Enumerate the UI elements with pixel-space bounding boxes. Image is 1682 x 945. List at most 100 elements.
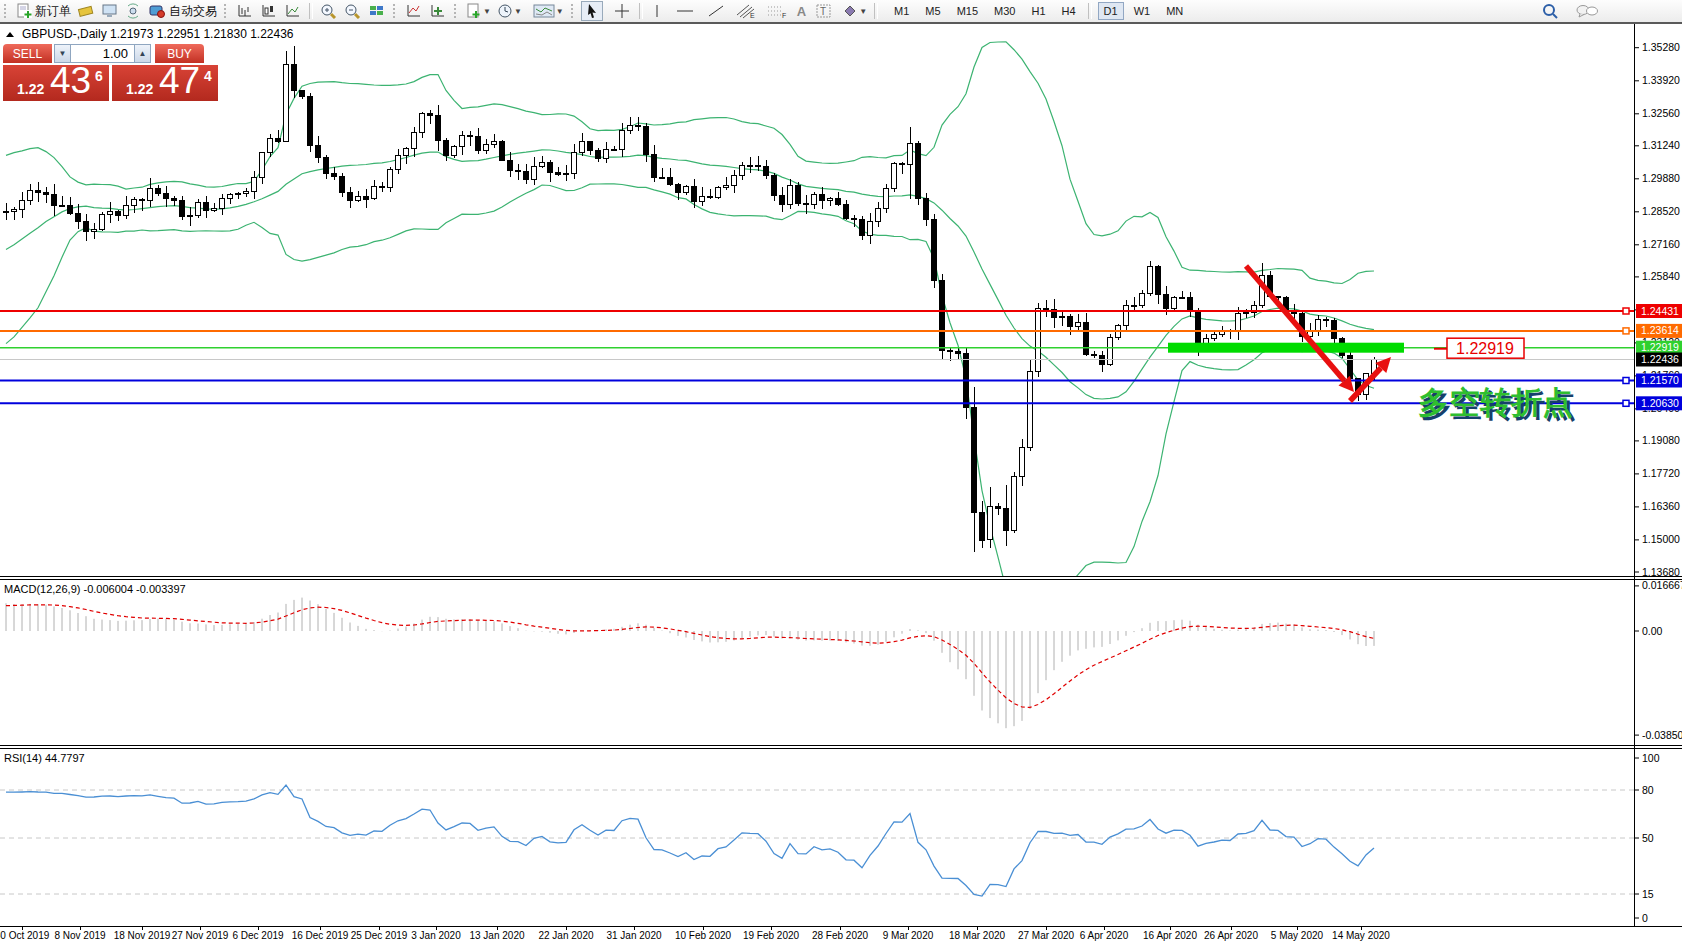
svg-text:19 Feb 2020: 19 Feb 2020 <box>743 930 800 941</box>
svg-text:27 Nov 2019: 27 Nov 2019 <box>172 930 229 941</box>
svg-text:1.23614: 1.23614 <box>1641 324 1679 336</box>
timeframe-m5[interactable]: M5 <box>919 2 946 20</box>
zoom-out-button[interactable] <box>342 2 364 20</box>
svg-text:-0.038504: -0.038504 <box>1642 729 1682 741</box>
text-label-tool-button[interactable]: T <box>813 2 835 20</box>
svg-text:25 Dec 2019: 25 Dec 2019 <box>351 930 408 941</box>
svg-text:1.35280: 1.35280 <box>1642 41 1680 53</box>
svg-text:1.15000: 1.15000 <box>1642 533 1680 545</box>
grid-tool-button[interactable]: F <box>764 2 790 20</box>
buy-price-small: 1.22 <box>126 81 153 97</box>
autotrading-icon <box>149 3 166 19</box>
tile-windows-button[interactable] <box>366 2 388 20</box>
svg-text:1.28520: 1.28520 <box>1642 205 1680 217</box>
svg-text:1.32560: 1.32560 <box>1642 107 1680 119</box>
indicator-add-icon <box>429 3 447 19</box>
timeframe-h1[interactable]: H1 <box>1025 2 1051 20</box>
buy-price-display[interactable]: 1.22 47 4 <box>112 65 218 101</box>
svg-text:16 Apr 2020: 16 Apr 2020 <box>1143 930 1197 941</box>
svg-text:26 Apr 2020: 26 Apr 2020 <box>1204 930 1258 941</box>
zoom-in-icon <box>320 3 338 19</box>
svg-text:30 Oct 2019: 30 Oct 2019 <box>0 930 50 941</box>
chart-window[interactable]: 1.352801.339201.325601.312401.298801.285… <box>0 24 1682 945</box>
trendline-tool-button[interactable] <box>704 2 728 20</box>
svg-text:18 Mar 2020: 18 Mar 2020 <box>949 930 1006 941</box>
symbol-header: GBPUSD-,Daily 1.21973 1.22951 1.21830 1.… <box>22 27 294 41</box>
new-order-icon <box>16 3 32 19</box>
crosshair-tool-button[interactable] <box>612 2 634 20</box>
svg-text:T: T <box>820 6 826 17</box>
autotrading-button[interactable]: 自动交易 <box>147 2 219 20</box>
add-object-button[interactable]: ▼ <box>464 2 493 20</box>
note-text[interactable]: 多空转折点多空转折点 <box>1418 385 1576 423</box>
hline-tool-button[interactable] <box>673 2 697 20</box>
search-button[interactable] <box>1540 2 1562 20</box>
svg-text:1.22919: 1.22919 <box>1641 341 1679 353</box>
new-order-button[interactable]: 新订单 <box>14 2 73 20</box>
template-icon <box>533 3 555 19</box>
volume-increase-button[interactable]: ▲ <box>134 44 151 63</box>
trendline-icon <box>706 3 726 19</box>
text-label-icon: T <box>815 3 833 19</box>
hline-icon <box>675 3 695 19</box>
vline-icon <box>650 3 664 19</box>
support-zone[interactable] <box>1168 343 1404 353</box>
one-click-trading-panel: SELL ▼ ▲ BUY 1.22 43 6 1.22 47 4 <box>3 44 218 101</box>
text-tool-button[interactable]: A <box>795 2 808 20</box>
sell-price-big: 43 <box>50 60 91 102</box>
toolbar-group-handle <box>454 4 459 18</box>
svg-text:1.24431: 1.24431 <box>1641 305 1679 317</box>
indicator-add-button[interactable] <box>427 2 449 20</box>
vline-tool-button[interactable] <box>648 2 666 20</box>
new-order-label: 新订单 <box>35 3 71 20</box>
indicator-window-button[interactable] <box>403 2 425 20</box>
svg-text:1.31240: 1.31240 <box>1642 139 1680 151</box>
chat-button[interactable] <box>1573 2 1601 20</box>
rsi-header: RSI(14) 44.7797 <box>4 752 85 764</box>
svg-text:31 Jan 2020: 31 Jan 2020 <box>606 930 661 941</box>
toolbar-separator <box>309 3 313 19</box>
period-button[interactable]: ▼ <box>495 2 524 20</box>
toolbar-group-handle <box>224 4 229 18</box>
signal-button[interactable] <box>123 2 145 20</box>
timeframe-m30[interactable]: M30 <box>988 2 1021 20</box>
sell-button[interactable]: SELL <box>3 44 52 63</box>
price-tag-label[interactable]: 1.22919 <box>1434 338 1524 358</box>
toolbar-group-handle <box>393 4 398 18</box>
sell-price-display[interactable]: 1.22 43 6 <box>3 65 109 101</box>
template-button[interactable]: ▼ <box>531 2 566 20</box>
timeframe-m15[interactable]: M15 <box>951 2 984 20</box>
bar-chart-button[interactable] <box>234 2 256 20</box>
shapes-icon <box>842 3 858 19</box>
svg-text:1.16360: 1.16360 <box>1642 500 1680 512</box>
line-chart-button[interactable] <box>282 2 304 20</box>
svg-text:22 Jan 2020: 22 Jan 2020 <box>538 930 593 941</box>
candlestick-chart-button[interactable] <box>258 2 280 20</box>
macd-header: MACD(12,26,9) -0.006004 -0.003397 <box>4 583 186 595</box>
svg-text:27 Mar 2020: 27 Mar 2020 <box>1018 930 1075 941</box>
shapes-tool-button[interactable]: ▼ <box>840 2 869 20</box>
timeframe-m1[interactable]: M1 <box>888 2 915 20</box>
timeframe-d1[interactable]: D1 <box>1098 2 1124 20</box>
svg-text:E: E <box>750 12 755 19</box>
svg-text:6 Apr 2020: 6 Apr 2020 <box>1080 930 1129 941</box>
terminal-button[interactable] <box>99 2 121 20</box>
timeframe-w1[interactable]: W1 <box>1128 2 1157 20</box>
cursor-tool-button[interactable] <box>581 1 603 21</box>
ticket-button[interactable] <box>75 2 97 20</box>
timeframe-mn[interactable]: MN <box>1160 2 1189 20</box>
fibonacci-tool-button[interactable]: E <box>733 2 759 20</box>
toolbar-drag-handle[interactable] <box>4 4 9 18</box>
svg-text:16 Dec 2019: 16 Dec 2019 <box>292 930 349 941</box>
ticket-icon <box>77 3 95 19</box>
bar-chart-icon <box>236 3 254 19</box>
crosshair-icon <box>614 3 632 19</box>
zoom-in-button[interactable] <box>318 2 340 20</box>
svg-text:多空转折点: 多空转折点 <box>1418 385 1573 420</box>
timeframe-h4[interactable]: H4 <box>1056 2 1082 20</box>
svg-text:1.22436: 1.22436 <box>1641 353 1679 365</box>
chat-icon <box>1575 3 1599 19</box>
svg-text:1.25840: 1.25840 <box>1642 270 1680 282</box>
svg-text:1.19080: 1.19080 <box>1642 434 1680 446</box>
svg-text:8 Nov 2019: 8 Nov 2019 <box>54 930 106 941</box>
